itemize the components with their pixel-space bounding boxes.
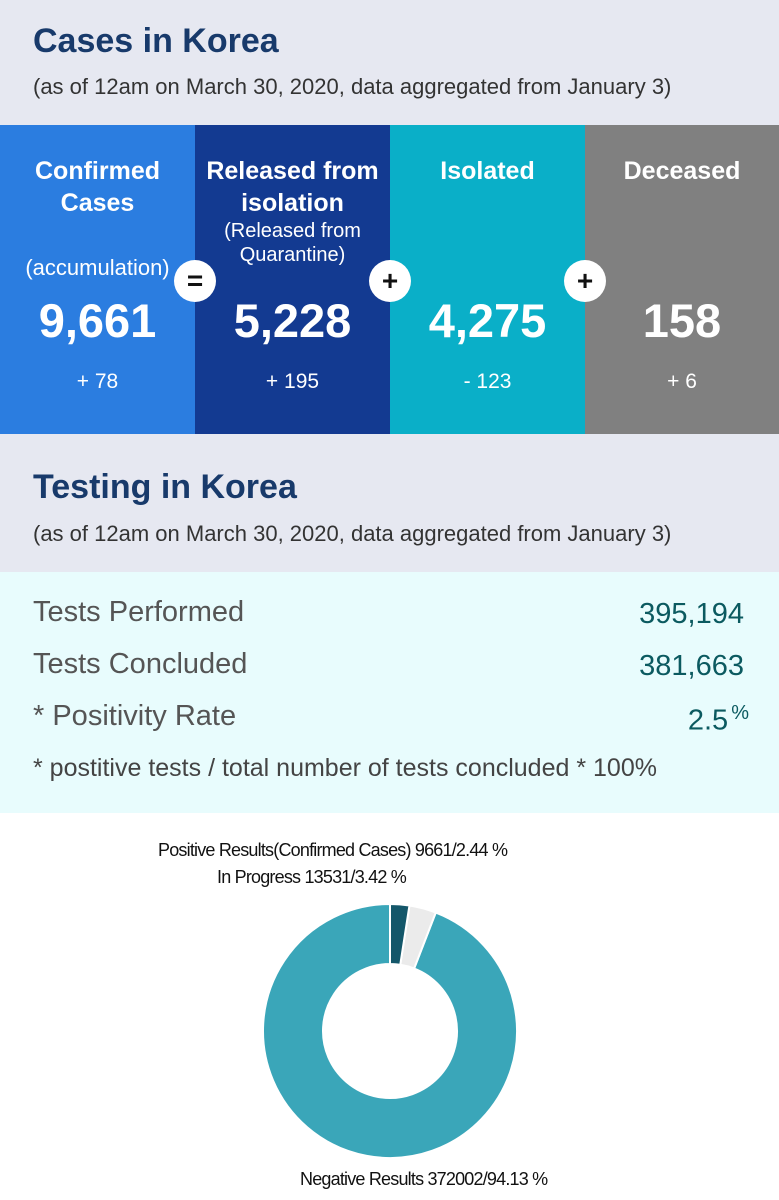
confirmed-cases-card: Confirmed Cases (accumulation) 9,661 + 7… bbox=[0, 125, 195, 434]
plus-icon: + bbox=[369, 260, 411, 302]
donut-slice-negative bbox=[262, 902, 518, 1159]
confirmed-change: + 78 bbox=[76, 370, 119, 393]
equals-icon: = bbox=[174, 260, 216, 302]
plus-icon: + bbox=[564, 260, 606, 302]
deceased-card: Deceased 158 + 6 bbox=[585, 125, 779, 434]
confirmed-label-line2: Cases bbox=[60, 189, 135, 217]
slice-label-negative: Negative Results 372002/94.13 % bbox=[300, 1169, 548, 1189]
cases-title: Cases in Korea bbox=[33, 22, 279, 60]
confirmed-sub: (accumulation) bbox=[25, 255, 170, 280]
positivity-note: * postitive tests / total number of test… bbox=[33, 754, 657, 782]
confirmed-value: 9,661 bbox=[38, 294, 157, 347]
released-label-line1: Released from bbox=[206, 157, 379, 185]
tests-performed-label: Tests Performed bbox=[33, 596, 245, 628]
donut-chart bbox=[262, 902, 518, 1159]
cases-subtitle: (as of 12am on March 30, 2020, data aggr… bbox=[33, 74, 672, 99]
cases-summary: Confirmed Cases (accumulation) 9,661 + 7… bbox=[0, 125, 779, 434]
tests-concluded-label: Tests Concluded bbox=[33, 648, 248, 680]
slice-label-positive: Positive Results(Confirmed Cases) 9661/2… bbox=[158, 840, 508, 860]
isolated-value: 4,275 bbox=[428, 294, 547, 347]
isolated-label: Isolated bbox=[440, 157, 535, 185]
tests-concluded-value: 381,663 bbox=[639, 650, 744, 682]
deceased-label: Deceased bbox=[623, 157, 741, 185]
donut-slice-positive bbox=[389, 902, 411, 966]
positivity-rate-label: * Positivity Rate bbox=[33, 700, 237, 732]
isolated-change: - 123 bbox=[463, 370, 512, 393]
positivity-rate-unit: % bbox=[731, 702, 749, 724]
test-results-chart: Positive Results(Confirmed Cases) 9661/2… bbox=[0, 813, 779, 1200]
released-sub: (Released from Quarantine) bbox=[195, 219, 390, 267]
testing-subtitle: (as of 12am on March 30, 2020, data aggr… bbox=[33, 521, 672, 546]
released-sub-line2: Quarantine) bbox=[239, 244, 346, 266]
deceased-change: + 6 bbox=[667, 370, 697, 393]
deceased-value: 158 bbox=[642, 294, 722, 347]
confirmed-label-line1: Confirmed bbox=[35, 157, 160, 185]
isolated-card: Isolated 4,275 - 123 bbox=[390, 125, 585, 434]
testing-header: Testing in Korea (as of 12am on March 30… bbox=[0, 434, 779, 572]
cases-header: Cases in Korea (as of 12am on March 30, … bbox=[0, 0, 779, 125]
confirmed-label: Confirmed Cases bbox=[0, 155, 195, 219]
testing-panel: Tests Performed 395,194 Tests Concluded … bbox=[0, 572, 779, 813]
released-value: 5,228 bbox=[233, 294, 352, 347]
tests-performed-value: 395,194 bbox=[639, 598, 744, 630]
positivity-rate-value: 2.5% bbox=[688, 702, 749, 738]
positivity-rate-number: 2.5 bbox=[687, 704, 729, 737]
released-label-line2: isolation bbox=[241, 189, 344, 217]
testing-title: Testing in Korea bbox=[33, 468, 297, 506]
released-sub-line1: (Released from bbox=[224, 220, 361, 242]
slice-label-in-progress: In Progress 13531/3.42 % bbox=[217, 867, 407, 887]
released-card: Released from isolation (Released from Q… bbox=[195, 125, 390, 434]
released-label: Released from isolation bbox=[195, 155, 390, 219]
released-change: + 195 bbox=[265, 370, 320, 393]
